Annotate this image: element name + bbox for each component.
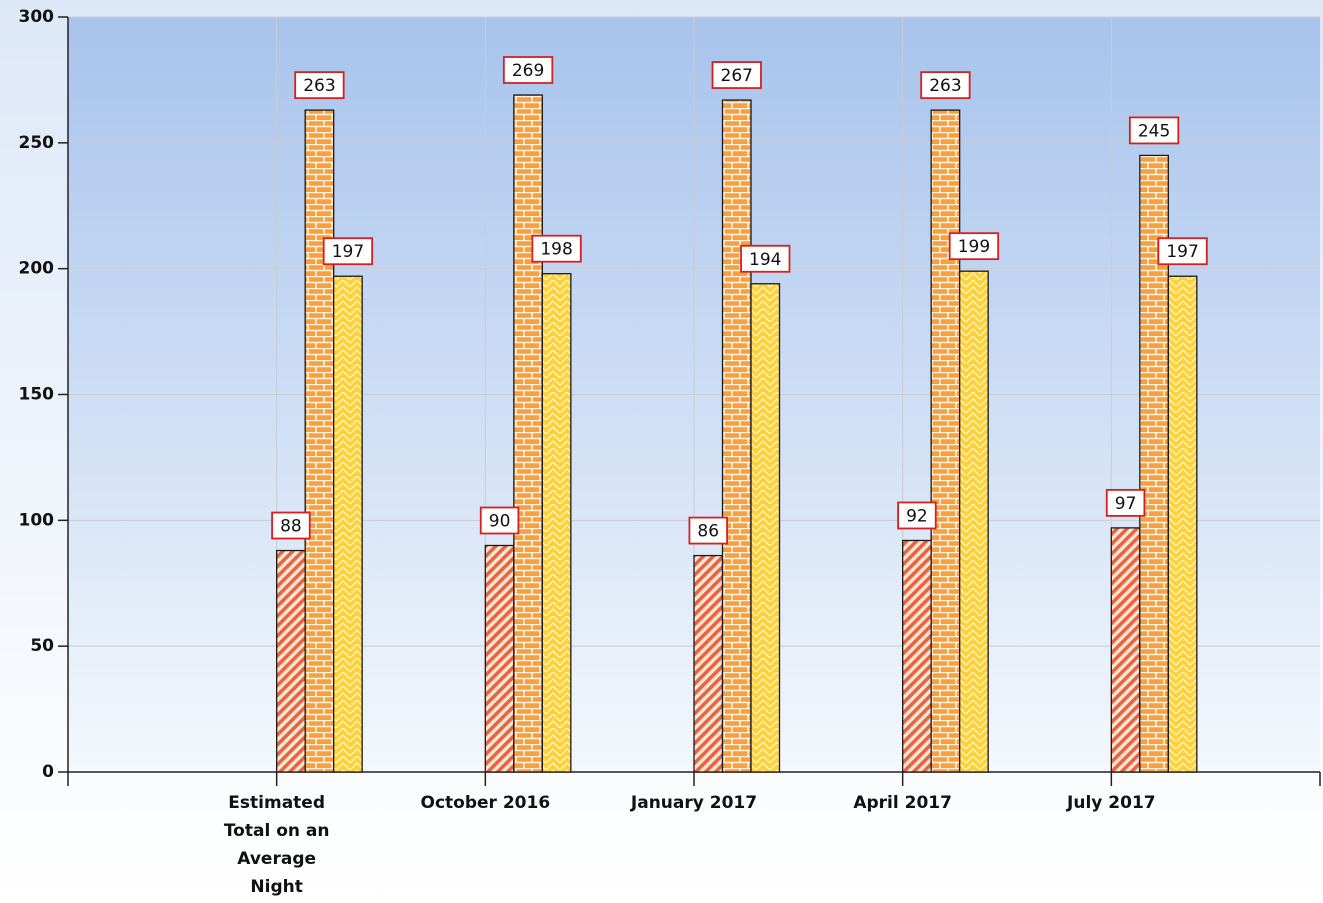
bar	[484, 544, 515, 773]
x-tick-label: July 2017	[1067, 793, 1156, 813]
data-label-box	[294, 71, 345, 100]
data-label: 97	[1115, 494, 1137, 514]
data-label: 198	[540, 240, 572, 260]
data-label-box	[711, 61, 762, 89]
data-label-box	[948, 232, 1000, 261]
data-label-box	[740, 244, 791, 273]
y-tick-label: 300	[19, 7, 55, 27]
y-tick-label: 0	[42, 762, 54, 782]
data-label-box	[1157, 237, 1208, 266]
data-label-box	[920, 71, 971, 100]
bar	[541, 273, 572, 773]
data-label-box	[271, 511, 311, 540]
data-label: 194	[749, 250, 781, 270]
x-tick-label: January 2017	[630, 793, 758, 813]
bar	[333, 275, 363, 773]
data-label: 269	[512, 61, 544, 81]
data-label-box	[897, 501, 937, 530]
data-label: 197	[1166, 242, 1198, 262]
data-label: 197	[332, 242, 364, 262]
y-tick-label: 250	[19, 133, 55, 153]
data-label: 267	[721, 66, 753, 86]
bar	[693, 554, 724, 773]
data-label-box	[1105, 488, 1146, 517]
bar	[513, 94, 543, 773]
bar	[959, 270, 989, 773]
y-tick-label: 200	[19, 259, 55, 279]
x-tick-label: April 2017	[853, 793, 952, 813]
data-label-box	[531, 234, 582, 263]
data-label-box	[479, 506, 520, 535]
data-label: 245	[1138, 121, 1170, 141]
bar	[750, 283, 781, 773]
bar	[304, 109, 335, 773]
data-label: 263	[303, 76, 335, 96]
data-label-box	[1128, 116, 1180, 145]
data-label: 199	[958, 237, 990, 257]
bar	[902, 539, 932, 773]
data-label: 263	[929, 76, 961, 96]
data-label-box	[322, 237, 374, 266]
y-tick-label: 50	[30, 636, 54, 656]
data-label: 86	[697, 522, 719, 542]
data-label: 88	[280, 517, 302, 537]
bar	[1110, 527, 1141, 773]
x-tick-label: Estimated Total on an Average Night	[223, 793, 330, 897]
bar	[930, 109, 961, 773]
bar	[721, 99, 752, 773]
y-tick-label: 100	[19, 510, 55, 530]
data-label: 90	[489, 512, 511, 532]
y-tick-label: 150	[19, 385, 55, 405]
x-tick-label: October 2016	[420, 793, 551, 813]
bar	[1167, 275, 1198, 773]
data-label: 92	[906, 506, 928, 526]
bar	[276, 549, 306, 773]
data-label-box	[688, 516, 728, 545]
data-label-box	[502, 56, 554, 84]
